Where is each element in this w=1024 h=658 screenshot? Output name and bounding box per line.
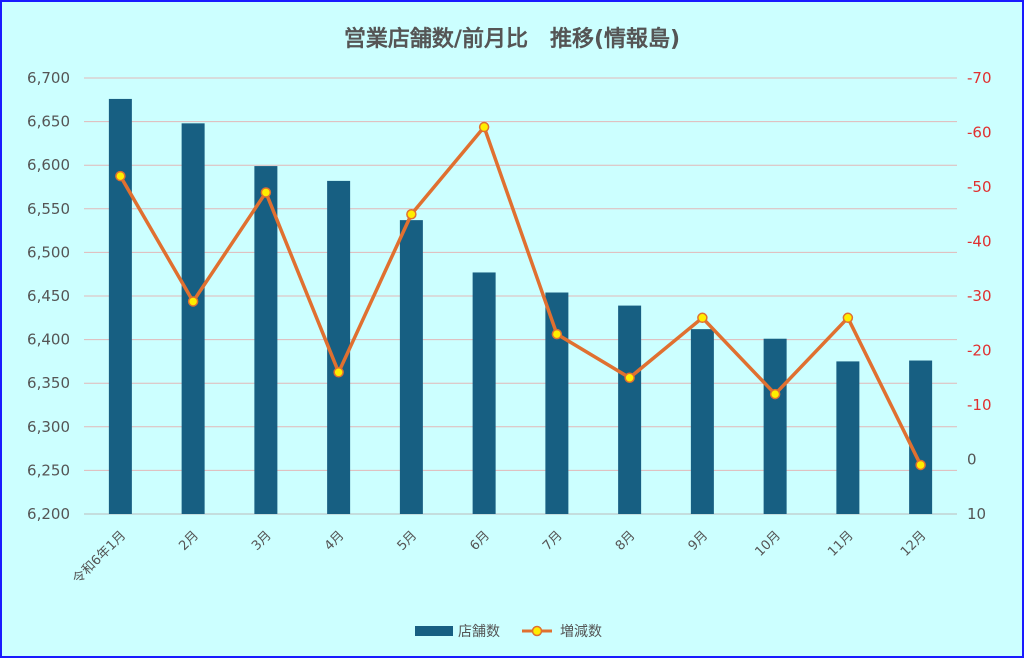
bar	[836, 361, 860, 514]
x-tick-label: 12月	[898, 528, 929, 559]
y-right-tick-label: -40	[967, 233, 992, 251]
bar	[909, 360, 933, 514]
x-tick-label: 9月	[686, 528, 712, 554]
legend-marker-line	[531, 625, 543, 637]
legend-swatch-bar	[415, 626, 453, 636]
bar	[618, 305, 642, 514]
x-tick-label: 7月	[540, 528, 566, 554]
bar	[545, 292, 569, 514]
y-right-tick-label: 0	[967, 451, 977, 469]
y-right-tick-label: 10	[967, 505, 986, 523]
bar	[399, 220, 423, 515]
legend-label-line: 増減数	[560, 623, 602, 640]
x-tick-label: 10月	[752, 528, 783, 559]
line-point	[624, 372, 635, 383]
line-point	[478, 121, 490, 133]
bar	[254, 166, 278, 514]
x-tick-label: 6月	[467, 528, 493, 554]
line-point	[260, 187, 272, 198]
y-axis-right: 10 0 -10 -20 -30 -40 -50 -60 -70	[967, 69, 992, 523]
line-point	[406, 209, 417, 220]
y-left-tick-label: 6,550	[27, 200, 70, 218]
x-tick-label: 5月	[395, 528, 421, 554]
y-left-tick-label: 6,600	[27, 156, 70, 174]
y-right-tick-label: -70	[967, 69, 992, 87]
y-left-tick-label: 6,700	[27, 69, 70, 87]
bar	[690, 329, 714, 514]
line-point	[697, 312, 708, 324]
y-right-tick-label: -60	[967, 124, 992, 142]
x-tick-label: 令和6年1月	[70, 528, 129, 587]
legend: 店舗数 増減数	[415, 623, 602, 640]
y-left-tick-label: 6,350	[27, 374, 70, 392]
x-tick-label: 4月	[322, 528, 348, 554]
y-left-tick-label: 6,400	[27, 331, 70, 349]
line-point	[551, 328, 563, 340]
bar	[181, 123, 205, 515]
line-point	[842, 312, 854, 324]
y-left-tick-label: 6,250	[27, 461, 70, 479]
y-left-tick-label: 6,450	[27, 287, 70, 305]
y-axis-left: 6,200 6,250 6,300 6,350 6,400 6,450 6,500 6,550…	[27, 69, 70, 523]
y-left-tick-label: 6,500	[27, 243, 70, 261]
legend-label-bar: 店舗数	[458, 624, 500, 640]
y-left-tick-label: 6,650	[27, 113, 70, 131]
x-tick-label: 8月	[613, 528, 639, 554]
y-right-tick-label: -50	[967, 178, 992, 196]
bar-series	[108, 98, 933, 515]
series-line	[118, 125, 923, 466]
grid	[84, 77, 957, 515]
bar	[472, 272, 496, 514]
line-point	[769, 388, 781, 400]
bar	[108, 98, 132, 514]
y-left-tick-label: 6,200	[27, 505, 70, 523]
line-point	[915, 459, 926, 471]
x-tick-label: 2月	[176, 528, 202, 554]
x-tick-label: 11月	[825, 528, 856, 559]
bar	[327, 180, 351, 514]
line-point	[115, 170, 126, 182]
line-series	[115, 121, 926, 471]
x-tick-label: 3月	[249, 528, 275, 554]
y-right-tick-label: -20	[967, 342, 992, 360]
x-axis: 令和6年1月 2月 3月 4月 5月 6月 7月 8月 9月 10月 11月 12月	[70, 528, 929, 587]
line-point	[187, 296, 199, 307]
y-right-tick-label: -10	[967, 396, 992, 414]
y-right-tick-label: -30	[967, 287, 992, 305]
y-left-tick-label: 6,300	[27, 418, 70, 436]
bar	[763, 338, 787, 514]
chart-title: 営業店舗数/前月比 推移(情報島)	[344, 26, 680, 52]
line-point	[333, 367, 344, 378]
